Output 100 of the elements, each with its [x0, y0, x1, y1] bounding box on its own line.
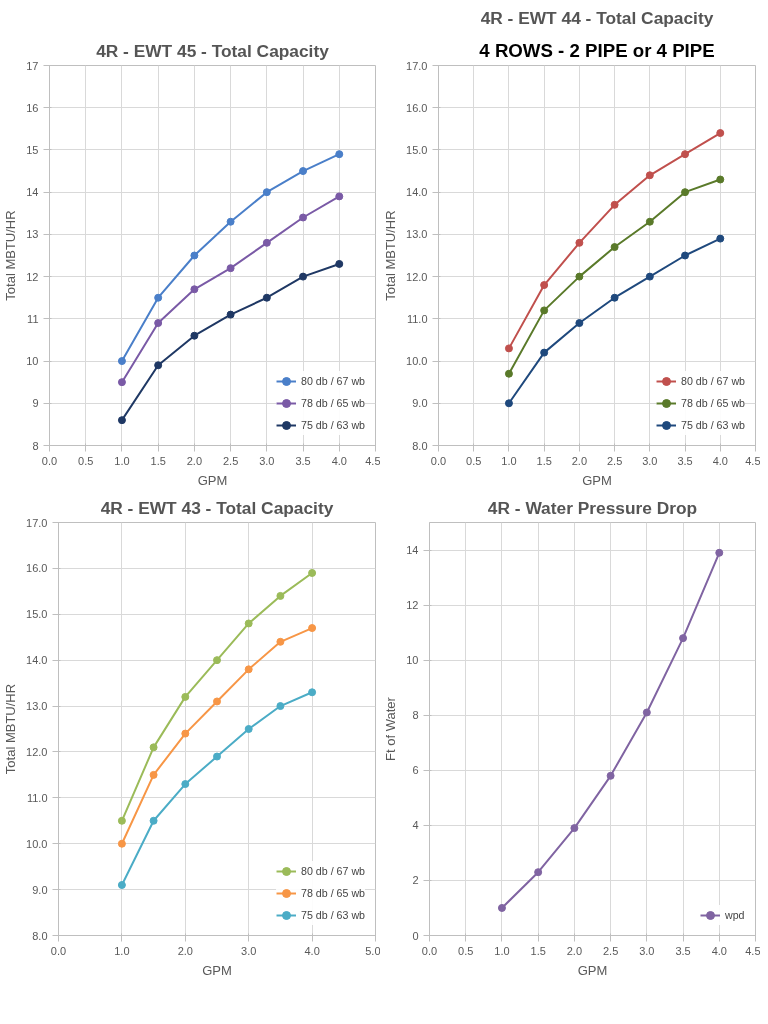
point: [335, 150, 344, 159]
y-tick-label: 11.0: [26, 791, 48, 804]
x-axis-title: GPM: [197, 472, 228, 488]
point: [226, 264, 235, 273]
y-tick-label: 12: [406, 599, 419, 612]
point: [154, 361, 163, 370]
point: [117, 881, 126, 890]
point: [645, 217, 654, 226]
y-tick-label: 17: [26, 59, 39, 72]
y-tick-label: 12: [26, 270, 39, 283]
x-tick-label: 3.5: [675, 944, 691, 957]
y-tick-label: 2: [412, 874, 419, 887]
point: [497, 903, 506, 912]
point: [540, 306, 549, 315]
legend-label: wpd: [725, 909, 745, 921]
x-tick-label: 4.0: [304, 944, 320, 957]
point: [149, 816, 158, 825]
x-tick-label: 2.5: [606, 454, 623, 467]
y-tick-label: 14.0: [406, 186, 428, 199]
y-tick-label: 11: [27, 312, 39, 325]
x-tick-label: 3.0: [639, 944, 655, 957]
point: [645, 272, 654, 281]
legend-label: 78 db / 65 wb: [301, 397, 365, 409]
point: [642, 708, 651, 717]
point: [308, 688, 317, 697]
x-tick-label: 3.0: [241, 944, 257, 957]
y-tick-label: 13: [26, 228, 39, 241]
y-tick-label: 10.0: [406, 355, 428, 368]
x-tick-label: 1.0: [501, 454, 517, 467]
x-tick-label: 2.0: [566, 944, 583, 957]
point: [181, 692, 190, 701]
point: [154, 293, 163, 302]
point: [276, 637, 285, 646]
y-tick-label: 8.0: [32, 929, 48, 942]
legend-label: 80 db / 67 wb: [301, 375, 365, 387]
x-tick-label: 4.5: [745, 454, 761, 467]
point: [276, 591, 285, 600]
y-tick-label: 9.0: [32, 883, 48, 896]
point: [716, 234, 725, 243]
x-tick-label: 4.5: [365, 454, 381, 467]
point: [610, 243, 619, 252]
point: [716, 129, 725, 138]
x-axis-title: GPM: [202, 962, 232, 978]
y-tick-label: 15: [26, 143, 39, 156]
point: [117, 357, 126, 366]
y-tick-label: 16.0: [26, 562, 48, 575]
chart-title: 4R - Water Pressure Drop: [487, 497, 698, 518]
point: [149, 770, 158, 779]
x-tick-label: 1.5: [530, 944, 546, 957]
point: [262, 293, 271, 302]
point: [681, 188, 690, 197]
x-tick-label: 3.5: [295, 454, 311, 467]
y-tick-label: 12.0: [26, 745, 48, 758]
x-tick-label: 0.0: [430, 454, 447, 467]
y-tick-label: 16.0: [406, 101, 428, 114]
x-tick-label: 4.5: [745, 944, 761, 957]
x-tick-label: 4.0: [712, 454, 728, 467]
point: [190, 285, 199, 294]
point: [226, 310, 235, 319]
point: [117, 816, 126, 825]
y-tick-label: 10: [406, 654, 419, 667]
y-tick-label: 9.0: [412, 397, 428, 410]
x-tick-label: 0.0: [41, 454, 58, 467]
point: [504, 399, 513, 408]
legend-label: 75 db / 63 wb: [301, 419, 365, 431]
x-tick-label: 2.0: [571, 454, 588, 467]
y-axis-title: Total MBTU/HR: [3, 210, 19, 301]
point: [716, 175, 725, 184]
y-tick-label: 14: [26, 186, 39, 199]
legend-label: 80 db / 67 wb: [301, 865, 365, 877]
point: [154, 319, 163, 328]
y-tick-label: 12.0: [406, 270, 428, 283]
point: [213, 697, 221, 706]
point: [262, 188, 271, 197]
x-tick-label: 3.5: [677, 454, 693, 467]
x-tick-label: 2.5: [222, 454, 239, 467]
x-tick-label: 1.0: [114, 454, 130, 467]
y-tick-label: 8: [32, 439, 39, 452]
y-tick-label: 13.0: [406, 228, 428, 241]
x-tick-label: 0.0: [421, 944, 438, 957]
y-axis-title: Total MBTU/HR: [383, 210, 399, 301]
y-tick-label: 0: [412, 929, 419, 942]
y-tick-label: 11.0: [406, 312, 428, 325]
x-tick-label: 5.0: [365, 944, 381, 957]
x-tick-label: 1.5: [150, 454, 166, 467]
point: [679, 634, 688, 643]
point: [226, 217, 235, 226]
x-tick-label: 3.0: [642, 454, 658, 467]
point: [540, 281, 549, 290]
text: 4 ROWS - 2 PIPE or 4 PIPE: [479, 39, 715, 61]
x-axis-title: GPM: [582, 472, 612, 488]
x-tick-label: 2.0: [186, 454, 203, 467]
point: [540, 348, 549, 357]
point: [645, 171, 654, 180]
x-tick-label: 1.5: [536, 454, 552, 467]
point: [181, 729, 190, 738]
point: [504, 369, 513, 378]
point: [575, 238, 584, 247]
y-axis-title: Ft of Water: [383, 696, 399, 761]
point: [299, 272, 308, 281]
